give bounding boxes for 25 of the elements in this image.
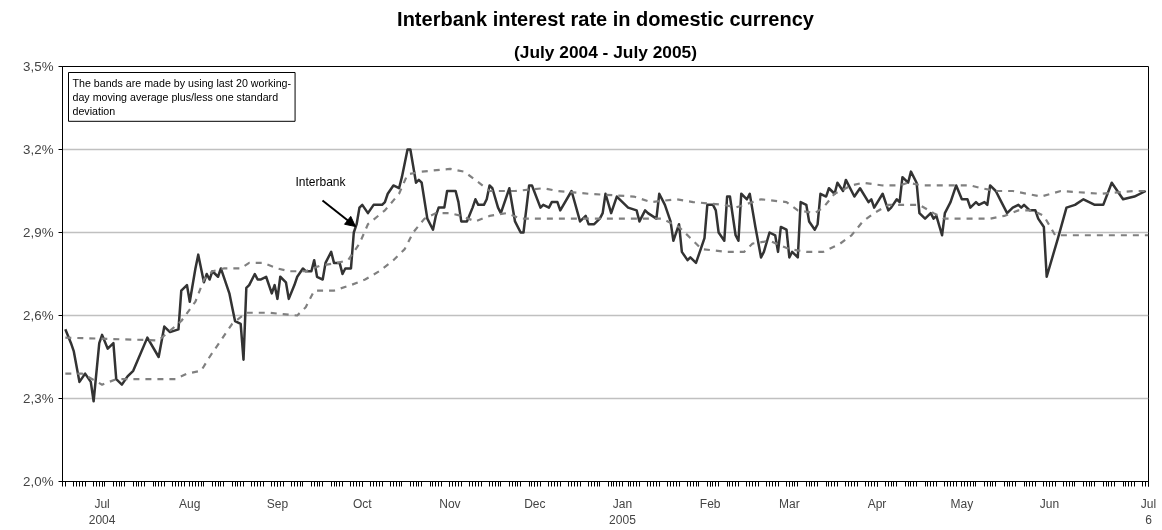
chart-title: Interbank interest rate in domestic currency (397, 7, 815, 30)
y-tick-label: 3,2% (23, 142, 54, 157)
line-series (64, 148, 1147, 403)
x-tick-label: Nov (439, 496, 461, 511)
line-series (64, 203, 1149, 386)
x-tick-label: Jun (1039, 496, 1060, 511)
x-tick-label: Jul 6 (1140, 496, 1157, 528)
x-tick-label: Feb (699, 496, 721, 511)
x-tick-label: Sep (266, 496, 289, 511)
y-tick-label: 2,3% (23, 391, 54, 406)
y-tick-label: 2,9% (23, 225, 54, 240)
x-tick-label: Apr (867, 496, 887, 511)
x-tick-label: Jul 2004 (88, 496, 116, 528)
x-tick-label: Jan 2005 (609, 496, 637, 528)
annotation: The bands are made by using last 20 working-day moving average plus/less one standard deviation (72, 76, 292, 118)
y-tick-label: 2,6% (23, 308, 54, 323)
x-tick-label: Aug (179, 496, 201, 511)
y-tick-label: 2,0% (23, 474, 54, 489)
series-label: Interbank (295, 174, 347, 189)
x-tick-label: May (950, 496, 974, 511)
x-tick-label: Dec (524, 496, 546, 511)
y-tick-label: 3,5% (23, 59, 54, 74)
x-tick-label: Mar (779, 496, 800, 511)
chart-subtitle: (July 2004 - July 2005) (513, 41, 698, 62)
x-tick-label: Oct (352, 496, 373, 511)
